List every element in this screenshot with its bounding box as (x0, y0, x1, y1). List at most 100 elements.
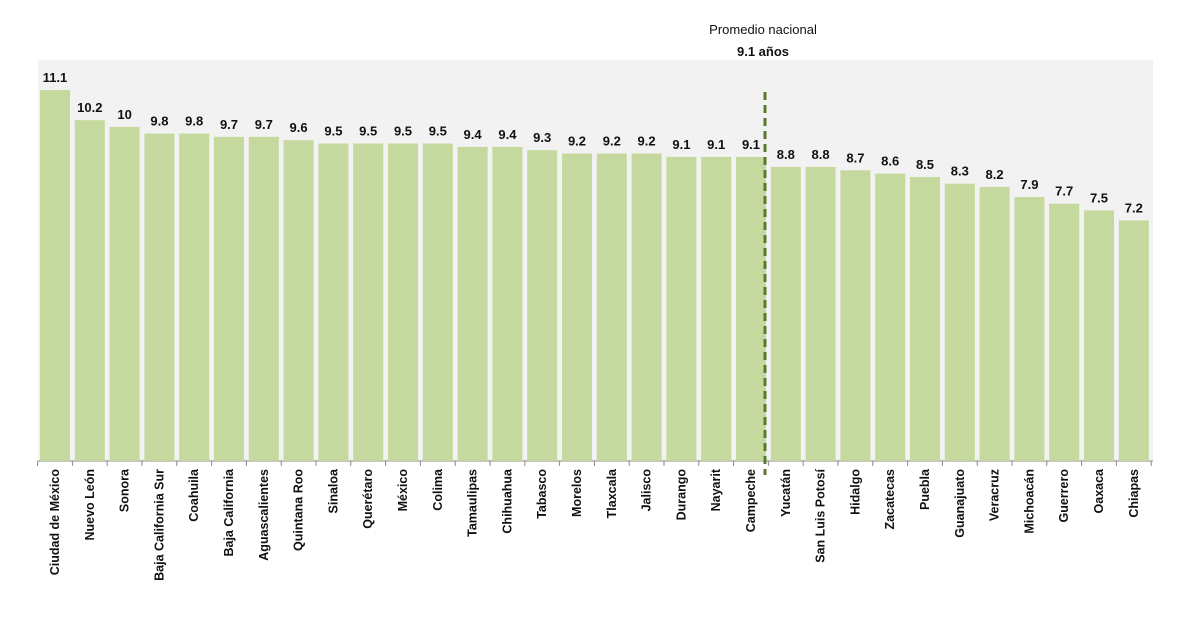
value-label: 9.7 (255, 117, 273, 132)
value-label: 9.2 (638, 134, 656, 149)
x-tick-label: Guanajuato (953, 469, 967, 538)
bar (805, 166, 836, 461)
bar (179, 133, 210, 461)
x-tick-label: Oaxaca (1092, 468, 1106, 514)
bars: 11.1 Ciudad de México 10.2 Nuevo León 10 Sono… (37, 70, 1152, 581)
x-tick-label: Ciudad de México (48, 469, 62, 576)
value-label: 7.7 (1055, 184, 1073, 199)
bar (248, 136, 279, 461)
bar (214, 136, 244, 461)
value-label: 9.4 (464, 127, 483, 142)
bar (596, 153, 627, 462)
x-tick-label: Zacatecas (883, 469, 897, 530)
bar (283, 140, 314, 461)
x-tick-label: Nayarit (709, 468, 723, 511)
value-label: 8.3 (951, 164, 969, 179)
value-label: 8.5 (916, 157, 934, 172)
value-label: 9.1 (672, 137, 690, 152)
value-label: 9.5 (429, 124, 447, 139)
bar (1014, 197, 1045, 461)
bar (74, 120, 105, 462)
value-label: 9.8 (185, 114, 203, 129)
x-tick-label: Sinaloa (326, 468, 340, 514)
bar (701, 156, 732, 462)
bar (770, 166, 801, 461)
x-tick-label: San Luis Potosí (814, 468, 828, 562)
bar (666, 156, 697, 462)
x-tick-label: Yucatán (779, 469, 793, 517)
bar (109, 126, 140, 461)
x-tick-label: Coahuila (187, 468, 201, 522)
value-label: 9.6 (290, 120, 308, 135)
value-label: 9.4 (498, 127, 517, 142)
value-label: 9.8 (150, 114, 168, 129)
value-label: 11.1 (43, 70, 68, 85)
value-label: 9.1 (707, 137, 725, 152)
bar (910, 176, 940, 462)
bar (1084, 210, 1114, 461)
x-tick-label: México (396, 469, 410, 512)
value-label: 7.9 (1020, 177, 1038, 192)
x-tick-label: Tamaulipas (466, 469, 480, 537)
value-label: 8.6 (881, 154, 899, 169)
bar (527, 150, 558, 461)
value-label: 7.5 (1090, 190, 1108, 205)
value-label: 9.5 (394, 124, 412, 139)
x-tick-label: Michoacán (1022, 469, 1036, 534)
x-tick-label: Morelos (570, 469, 584, 517)
x-tick-label: Nuevo León (83, 469, 97, 541)
bar (318, 143, 349, 461)
value-label: 8.7 (846, 150, 864, 165)
bar (944, 183, 975, 461)
x-tick-label: Guerrero (1057, 469, 1071, 523)
value-label: 8.2 (986, 167, 1004, 182)
value-label: 10 (117, 107, 131, 122)
bar (457, 146, 488, 461)
bar (736, 156, 766, 462)
value-label: 8.8 (777, 147, 795, 162)
value-label: 9.5 (324, 124, 342, 139)
x-tick-label: Baja California Sur (152, 469, 166, 581)
x-tick-label: Hidalgo (848, 469, 862, 515)
annotation-title: Promedio nacional (709, 22, 817, 37)
bar (422, 143, 453, 461)
bar (1049, 203, 1080, 462)
x-tick-label: Querétaro (361, 469, 375, 529)
x-tick-label: Chihuahua (500, 468, 514, 534)
x-tick-label: Quintana Roo (292, 469, 306, 551)
x-tick-label: Durango (674, 469, 688, 521)
value-label: 8.8 (812, 147, 830, 162)
x-tick-label: Campeche (744, 469, 758, 532)
value-label: 10.2 (77, 100, 102, 115)
x-tick-label: Puebla (918, 468, 932, 510)
bar (353, 143, 384, 461)
bar (388, 143, 418, 461)
value-label: 9.2 (568, 134, 586, 149)
x-tick-label: Aguascalientes (257, 469, 271, 561)
x-tick-label: Veracruz (988, 469, 1002, 521)
bar (979, 186, 1010, 461)
x-tick-label: Tlaxcala (605, 468, 619, 518)
bar (631, 153, 662, 462)
value-label: 9.2 (603, 134, 621, 149)
annotation-value: 9.1 años (737, 44, 789, 59)
value-label: 9.1 (742, 137, 760, 152)
value-label: 7.2 (1125, 200, 1143, 215)
x-tick-label: Sonora (118, 468, 132, 512)
x-tick-label: Chiapas (1127, 469, 1141, 518)
bar (492, 146, 523, 461)
value-label: 9.3 (533, 130, 551, 145)
x-tick-label: Tabasco (535, 469, 549, 519)
bar (562, 153, 592, 462)
bar (875, 173, 906, 461)
bar (144, 133, 175, 461)
bar (840, 170, 871, 461)
value-label: 9.5 (359, 124, 377, 139)
x-tick-label: Jalisco (640, 469, 654, 512)
x-tick-label: Colima (431, 468, 445, 511)
bar (40, 90, 70, 461)
x-tick-label: Baja California (222, 468, 236, 557)
value-label: 9.7 (220, 117, 238, 132)
bar (1118, 220, 1149, 461)
